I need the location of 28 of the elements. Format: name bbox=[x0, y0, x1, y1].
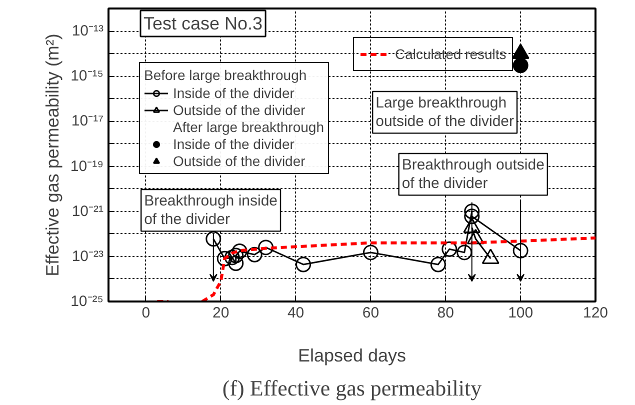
legend-label: Outside of the divider bbox=[173, 153, 306, 169]
x-axis-title: Elapsed days bbox=[298, 346, 406, 366]
y-tick-label: 10⁻¹⁵ bbox=[70, 68, 104, 85]
annotation: After large breakthrough bbox=[173, 119, 324, 135]
chart-title: Test case No.3 bbox=[144, 14, 263, 34]
legend-label: Outside of the divider bbox=[173, 102, 306, 118]
x-tick-label: 40 bbox=[287, 304, 304, 322]
y-tick-label: 10⁻¹⁹ bbox=[70, 158, 104, 175]
annotation: Breakthrough inside of the divider bbox=[144, 192, 278, 228]
legend-label: Calculated results bbox=[395, 46, 506, 62]
y-tick-label: 10⁻¹³ bbox=[72, 22, 104, 40]
x-tick-label: 120 bbox=[582, 304, 608, 322]
legend-title: Before large breakthrough bbox=[144, 67, 308, 83]
legend-label: Inside of the divider bbox=[173, 136, 294, 152]
y-tick-label: 10⁻²³ bbox=[72, 248, 104, 265]
annotation: Large breakthrough outside of the divider bbox=[376, 94, 514, 130]
x-tick-label: 100 bbox=[508, 304, 534, 322]
text: (f) Effective gas permeability bbox=[222, 376, 482, 400]
x-tick-label: 60 bbox=[362, 304, 380, 322]
legend-label: Inside of the divider bbox=[173, 85, 294, 101]
y-axis-title: Effective gas permeability (m²) bbox=[42, 34, 62, 276]
y-tick-label: 10⁻²¹ bbox=[72, 202, 104, 220]
x-tick-label: 0 bbox=[142, 304, 150, 322]
y-tick-label: 10⁻¹⁷ bbox=[71, 112, 104, 130]
x-tick-label: 20 bbox=[212, 304, 230, 322]
y-tick-label: 10⁻²⁵ bbox=[70, 293, 104, 310]
x-tick-label: 80 bbox=[437, 304, 454, 322]
annotation: Breakthrough outside of the divider bbox=[402, 156, 544, 192]
